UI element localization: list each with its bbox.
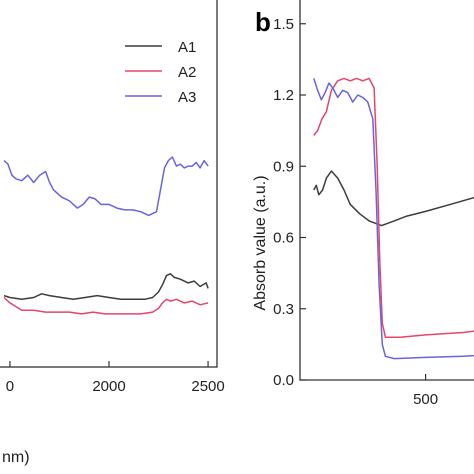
y-tick-label: 0.0 — [273, 372, 294, 389]
panel-b-y-axis-label: Absorb value (a.u.) — [252, 175, 269, 310]
legend: A1 A2 A3 — [125, 39, 196, 106]
panel-a-series — [3, 156, 209, 315]
legend-label-a2: A2 — [178, 64, 196, 81]
x-tick-label: 2500 — [191, 378, 224, 395]
panel-b-label: b — [255, 7, 271, 37]
y-tick-label: 1.2 — [273, 87, 294, 104]
legend-label-a3: A3 — [178, 89, 196, 106]
y-tick-label: 0.9 — [273, 158, 294, 175]
panel-b-frame — [299, 0, 474, 381]
y-tick-label: 0.3 — [273, 301, 294, 318]
series-line-a2 — [3, 296, 209, 315]
panel-a-x-axis-label: nm) — [2, 449, 30, 466]
series-line-a1 — [313, 170, 474, 227]
panel-a-x-ticks: 0 2000 2500 — [6, 361, 225, 395]
panel-b-series — [313, 77, 474, 360]
x-tick-label: 0 — [6, 378, 14, 395]
x-tick-label: 2000 — [92, 378, 125, 395]
panel-b-y-ticks: 0.0 0.3 0.6 0.9 1.2 1.5 — [273, 16, 306, 389]
x-tick-label: 500 — [413, 391, 438, 408]
panel-a-frame — [0, 0, 218, 368]
legend-label-a1: A1 — [178, 39, 196, 56]
series-line-a2 — [313, 77, 474, 339]
series-line-a3 — [313, 78, 474, 360]
series-line-a1 — [3, 273, 209, 301]
panel-b-x-ticks: 500 — [413, 374, 438, 408]
series-line-a3 — [3, 156, 209, 217]
y-tick-label: 0.6 — [273, 230, 294, 247]
panel-a: 0 2000 2500 nm) A1 A2 A3 — [0, 0, 225, 466]
panel-b: b 0.0 0.3 0.6 0.9 1.2 1.5 500 Absorb value (a… — [252, 0, 474, 408]
y-tick-label: 1.5 — [273, 16, 294, 33]
